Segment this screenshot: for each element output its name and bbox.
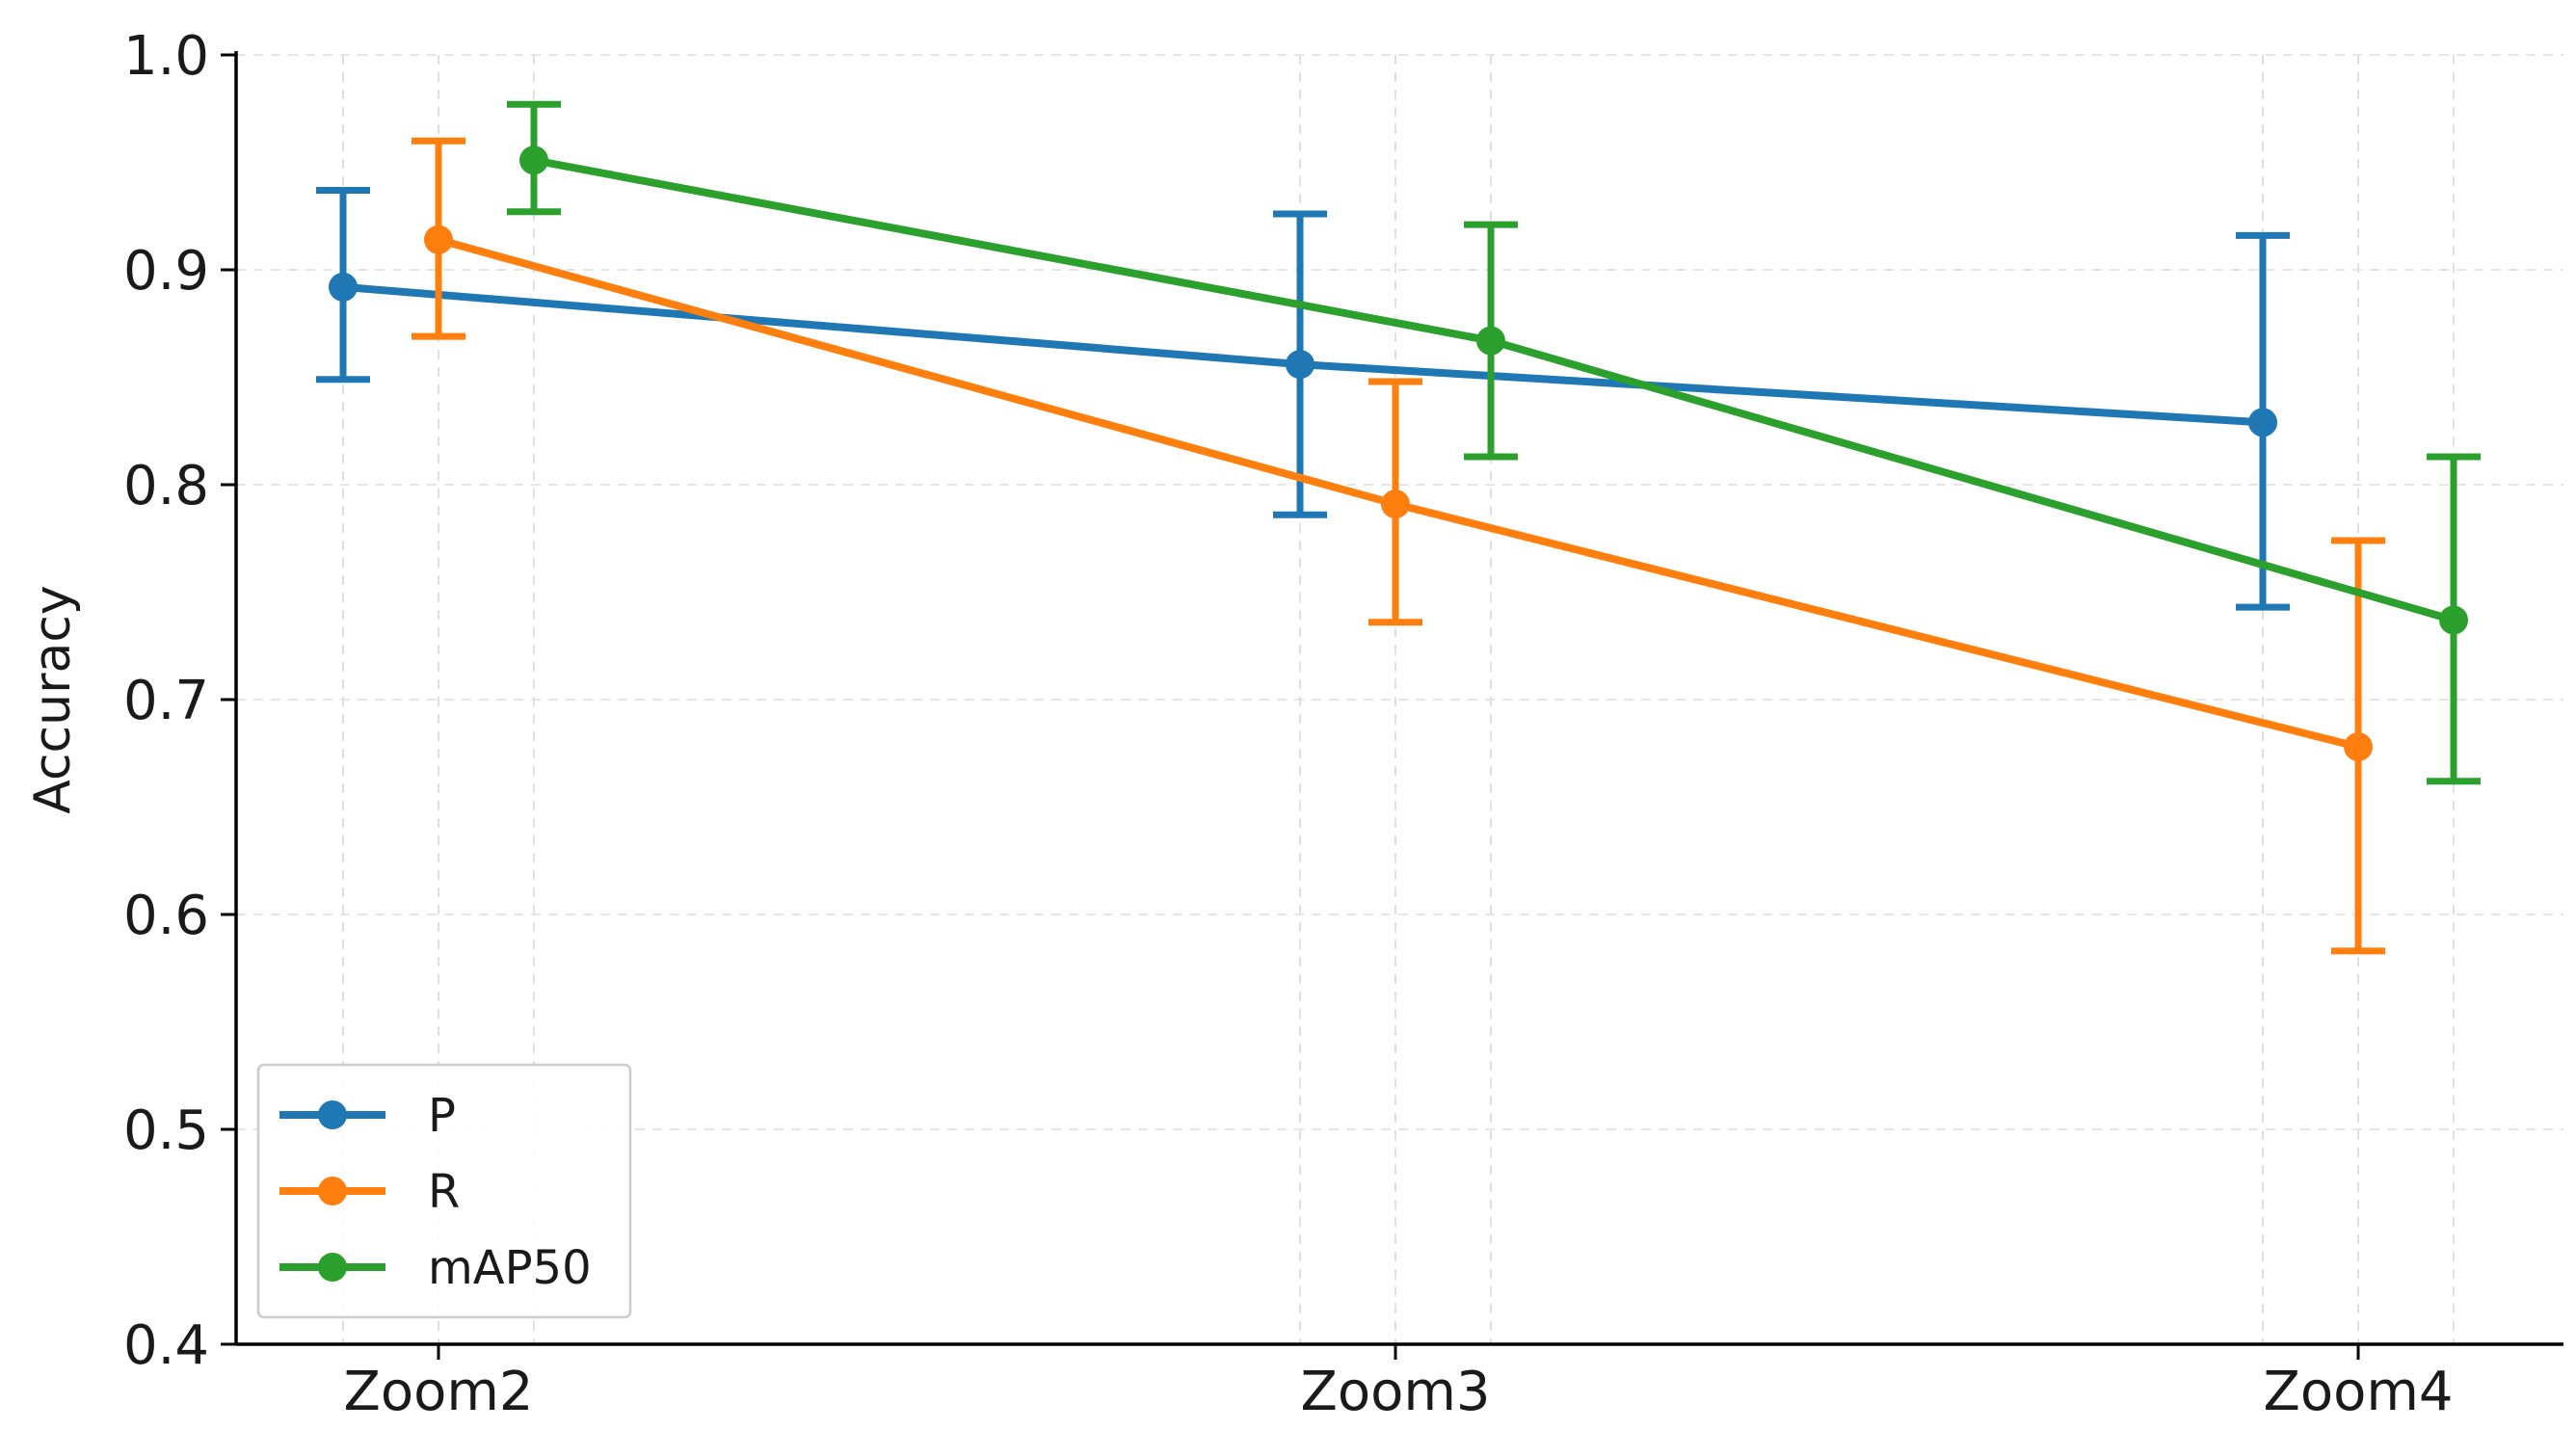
y-tick-label: 0.8: [123, 455, 209, 517]
series-layer: [316, 100, 2481, 955]
y-axis-label: Accuracy: [24, 585, 82, 813]
y-tick-label: 0.7: [123, 670, 209, 732]
data-point: [2439, 605, 2468, 635]
legend-label: mAP50: [428, 1241, 592, 1295]
y-tick-label: 1.0: [123, 25, 209, 88]
y-tick-label: 0.4: [123, 1314, 209, 1377]
legend-frame: [256, 1063, 632, 1319]
tick-labels: 0.4 0.5 0.6 0.7 0.8 0.9 1.0 Zoom2 Zoom3 Zoom4: [123, 25, 2454, 1423]
data-point: [424, 225, 453, 254]
legend-swatch-marker: [318, 1100, 347, 1129]
data-point: [329, 272, 358, 302]
x-tick-label: Zoom2: [343, 1361, 533, 1423]
y-tick-label: 0.9: [123, 240, 209, 303]
series-p: [316, 186, 2290, 611]
series-r: [412, 137, 2385, 955]
series-map50: [507, 100, 2481, 785]
legend-swatch-marker: [318, 1177, 347, 1205]
data-point: [1286, 350, 1315, 380]
data-point: [519, 146, 548, 175]
legend-item-map50: mAP50: [279, 1241, 592, 1295]
legend-label: R: [428, 1165, 460, 1219]
legend-swatch-marker: [318, 1253, 347, 1282]
legend-label: P: [428, 1089, 456, 1143]
legend-item-r: R: [279, 1165, 460, 1219]
legend-item-p: P: [279, 1089, 456, 1143]
data-point: [1476, 326, 1505, 356]
data-point: [1381, 490, 1410, 519]
x-tick-label: Zoom4: [2263, 1361, 2453, 1423]
data-point: [2344, 732, 2373, 762]
axes: [221, 51, 2563, 1360]
y-tick-label: 0.6: [123, 885, 209, 947]
x-tick-label: Zoom3: [1300, 1361, 1490, 1423]
data-point: [2248, 408, 2277, 437]
y-tick-label: 0.5: [123, 1099, 209, 1162]
